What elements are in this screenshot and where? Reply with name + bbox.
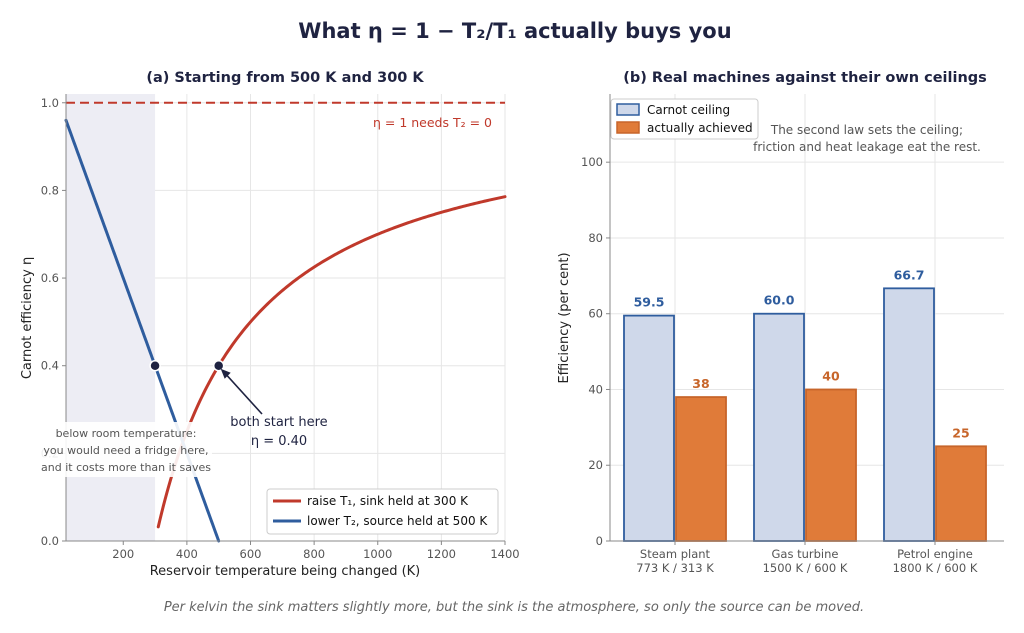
annotation-arrowhead <box>220 368 231 379</box>
y-tick-label: 20 <box>588 458 603 472</box>
panel-a-legend: raise T₁, sink held at 300 K lower T₂, so… <box>266 488 499 535</box>
y-tick-label: 40 <box>588 382 603 396</box>
start-point <box>212 359 225 372</box>
category-label: Steam plant <box>640 547 711 561</box>
achieved-bar <box>805 388 857 542</box>
ceiling-bar <box>883 287 935 542</box>
note-line: friction and heat leakage eat the rest. <box>753 140 981 154</box>
bar-value-label: 25 <box>952 425 969 440</box>
y-tick-label: 80 <box>588 231 603 245</box>
ceiling-bar <box>753 312 805 542</box>
y-tick-label: 0 <box>596 534 603 548</box>
ceiling-bar <box>623 314 675 542</box>
legend-box <box>266 488 499 535</box>
x-tick-label: 600 <box>240 547 262 561</box>
y-tick-label: 60 <box>588 307 603 321</box>
x-tick-label: 400 <box>176 547 198 561</box>
panel-a-lines <box>64 101 507 543</box>
shade-note: below room temperature: you would need a … <box>40 422 212 477</box>
panel-b-title: (b) Real machines against their own ceil… <box>623 70 987 86</box>
annotation-line: both start here <box>230 415 327 430</box>
bar-value-label: 40 <box>822 368 840 383</box>
y-tick-label: 0.0 <box>41 534 59 548</box>
y-tick-label: 0.8 <box>41 183 59 197</box>
panel-a: (a) Starting from 500 K and 300 K 200 400… <box>20 70 520 579</box>
x-tick-label: 200 <box>112 547 134 561</box>
legend-swatch <box>616 103 640 116</box>
category-label: 1500 K / 600 K <box>763 561 848 575</box>
panel-b: (b) Real machines against their own ceil… <box>557 70 1004 575</box>
legend-label: actually achieved <box>647 121 753 135</box>
figure-footer: Per kelvin the sink matters slightly mor… <box>164 600 864 615</box>
start-annotation: both start here η = 0.40 <box>220 368 328 449</box>
panel-b-ylabel: Efficiency (per cent) <box>557 252 572 383</box>
panel-a-title: (a) Starting from 500 K and 300 K <box>146 70 424 86</box>
shade-note-box <box>40 422 212 477</box>
category-label: 1800 K / 600 K <box>893 561 978 575</box>
figure-title: What η = 1 − T₂/T₁ actually buys you <box>298 19 731 43</box>
legend-swatch <box>616 121 640 134</box>
x-tick-label: 800 <box>303 547 325 561</box>
legend-label: Carnot ceiling <box>647 103 730 117</box>
bar-value-label: 38 <box>692 376 709 391</box>
category-label: Petrol engine <box>897 547 973 561</box>
legend-label: raise T₁, sink held at 300 K <box>307 494 469 508</box>
shade-note-line: below room temperature: <box>56 427 197 440</box>
x-tick-label: 1400 <box>490 547 519 561</box>
category-label: Gas turbine <box>772 547 839 561</box>
panel-a-ylabel: Carnot efficiency η <box>20 257 35 379</box>
y-tick-label: 100 <box>581 155 603 169</box>
x-tick-label: 1000 <box>363 547 392 561</box>
legend-label: lower T₂, source held at 500 K <box>307 514 488 528</box>
achieved-bar <box>935 445 987 542</box>
reference-line-label: η = 1 needs T₂ = 0 <box>373 115 492 130</box>
x-tick-label: 1200 <box>427 547 456 561</box>
panel-a-xlabel: Reservoir temperature being changed (K) <box>150 564 421 579</box>
raise-t1-curve <box>156 195 507 529</box>
legend-box <box>610 98 759 140</box>
panel-b-note: The second law sets the ceiling; friction… <box>753 123 981 154</box>
panel-b-legend: Carnot ceiling actually achieved <box>610 98 759 140</box>
y-tick-label: 1.0 <box>41 96 59 110</box>
bar-value-label: 60.0 <box>764 293 795 308</box>
shade-note-line: and it costs more than it saves <box>41 461 211 474</box>
bar-value-label: 66.7 <box>894 267 925 282</box>
annotation-line: η = 0.40 <box>251 434 307 449</box>
annotation-arrow <box>222 370 263 415</box>
panel-b-bars: 59.5 60.0 66.7 38 40 25 <box>623 267 987 542</box>
shade-note-line: you would need a fridge here, <box>43 444 208 457</box>
bar-value-label: 59.5 <box>634 295 665 310</box>
y-tick-label: 0.6 <box>41 271 59 285</box>
y-tick-label: 0.4 <box>41 359 59 373</box>
category-label: 773 K / 313 K <box>636 561 714 575</box>
note-line: The second law sets the ceiling; <box>770 123 963 137</box>
panel-b-axes <box>609 94 1004 542</box>
start-point <box>149 359 161 372</box>
achieved-bar <box>675 396 727 542</box>
